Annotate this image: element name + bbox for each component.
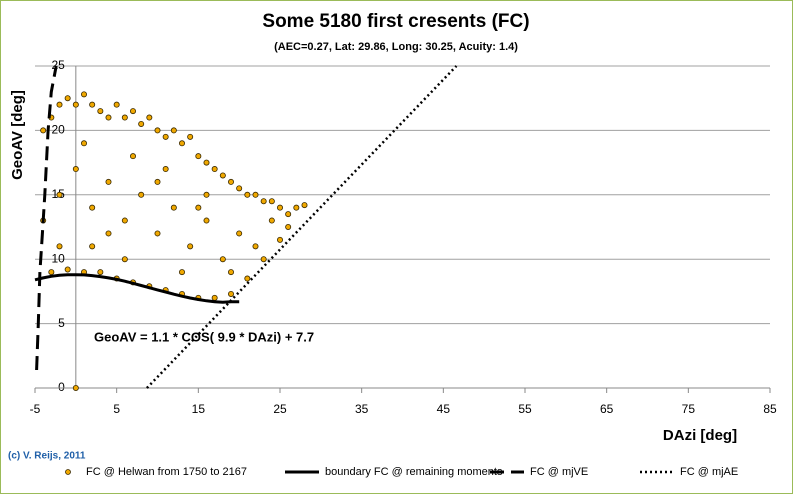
point (252, 191, 259, 198)
y-tick-label: 0 (58, 380, 65, 394)
x-tick-label: 65 (600, 402, 614, 416)
y-tick-label: 10 (51, 251, 65, 265)
point (105, 230, 112, 237)
annotation: GeoAV = 1.1 * COS( 9.9 * DAzi) + 7.7 (94, 329, 314, 344)
point (138, 120, 145, 127)
point (187, 133, 194, 140)
point (48, 269, 55, 276)
point (113, 101, 120, 108)
point (81, 140, 88, 147)
series-line (34, 273, 240, 304)
point (244, 275, 251, 282)
point (170, 127, 177, 134)
point (72, 166, 79, 173)
point (187, 243, 194, 250)
point (121, 256, 128, 263)
point (268, 217, 275, 224)
point (89, 204, 96, 211)
x-tick-label: 5 (113, 402, 120, 416)
chart-subtitle: (AEC=0.27, Lat: 29.86, Long: 30.25, Acui… (274, 41, 518, 53)
point (64, 266, 71, 273)
x-tick-label: 45 (437, 402, 451, 416)
legend-label: boundary FC @ remaining moments (325, 466, 503, 478)
point (72, 384, 79, 391)
x-axis-title: DAzi [deg] (663, 427, 737, 444)
point (154, 230, 161, 237)
point (236, 185, 243, 192)
point (121, 114, 128, 121)
point (170, 204, 177, 211)
point (268, 198, 275, 205)
point (276, 236, 283, 243)
point (121, 217, 128, 224)
x-tick-label: 35 (355, 402, 369, 416)
point (178, 269, 185, 276)
point (105, 178, 112, 185)
point (40, 127, 47, 134)
point (285, 223, 292, 230)
legend-marker (65, 469, 71, 475)
point (260, 256, 267, 263)
chart-title: Some 5180 first cresents (FC) (262, 11, 529, 32)
x-tick-label: 85 (763, 402, 777, 416)
point (81, 91, 88, 98)
point (219, 172, 226, 179)
point (89, 101, 96, 108)
y-tick-label: 5 (58, 316, 65, 330)
point (203, 217, 210, 224)
point (138, 191, 145, 198)
legend-label: FC @ Helwan from 1750 to 2167 (86, 466, 247, 478)
point (56, 243, 63, 250)
y-tick-label: 20 (51, 123, 65, 137)
y-tick-label: 25 (51, 58, 65, 72)
point (105, 114, 112, 121)
point (227, 290, 234, 297)
point (236, 230, 243, 237)
point (129, 108, 136, 115)
point (162, 133, 169, 140)
point (56, 101, 63, 108)
legend-label: FC @ mjVE (530, 466, 588, 478)
point (97, 269, 104, 276)
point (276, 204, 283, 211)
point (211, 166, 218, 173)
point (64, 95, 71, 102)
point (203, 191, 210, 198)
point (56, 191, 63, 198)
point (285, 211, 292, 218)
point (301, 202, 308, 209)
x-tick-label: 75 (682, 402, 696, 416)
point (195, 153, 202, 160)
point (203, 159, 210, 166)
point (129, 153, 136, 160)
point (146, 114, 153, 121)
point (227, 178, 234, 185)
x-tick-label: 15 (192, 402, 206, 416)
point (72, 101, 79, 108)
point (154, 127, 161, 134)
point (89, 243, 96, 250)
point (162, 166, 169, 173)
point (252, 243, 259, 250)
point (260, 198, 267, 205)
x-tick-label: 55 (518, 402, 532, 416)
y-axis-title: GeoAV [deg] (9, 90, 26, 180)
point (227, 269, 234, 276)
point (154, 178, 161, 185)
point (178, 140, 185, 147)
point (244, 191, 251, 198)
point (195, 204, 202, 211)
x-tick-label: 25 (273, 402, 287, 416)
point (211, 294, 218, 301)
x-tick-label: -5 (30, 402, 41, 416)
series-line (35, 65, 58, 371)
credit: (c) V. Reijs, 2011 (8, 451, 86, 462)
point (97, 108, 104, 115)
point (219, 256, 226, 263)
point (293, 204, 300, 211)
legend-label: FC @ mjAE (680, 466, 738, 478)
